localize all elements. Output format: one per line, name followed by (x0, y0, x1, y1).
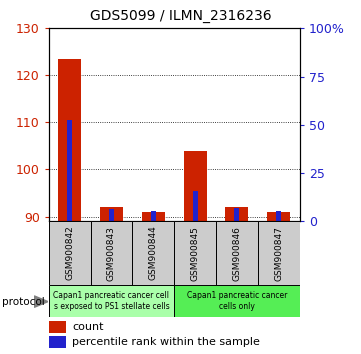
Bar (234, 208, 239, 221)
Text: Capan1 pancreatic cancer
cells only: Capan1 pancreatic cancer cells only (187, 291, 287, 310)
Bar (49, 221, 91, 285)
Text: GSM900845: GSM900845 (191, 225, 200, 281)
Bar (225, 207, 248, 221)
Bar (58, 59, 81, 221)
Bar (49, 336, 66, 348)
Bar (142, 212, 165, 221)
Text: GSM900846: GSM900846 (232, 225, 242, 281)
Bar (184, 151, 206, 221)
Text: protocol: protocol (2, 297, 44, 307)
Text: Capan1 pancreatic cancer cell
s exposed to PS1 stellate cells: Capan1 pancreatic cancer cell s exposed … (53, 291, 169, 310)
Text: GSM900843: GSM900843 (107, 225, 116, 281)
Text: GSM900847: GSM900847 (274, 225, 283, 281)
Bar (276, 211, 281, 221)
Bar (67, 120, 72, 221)
Text: GSM900844: GSM900844 (149, 226, 158, 280)
Polygon shape (34, 296, 48, 307)
Text: GSM900842: GSM900842 (65, 226, 74, 280)
Bar (174, 285, 300, 317)
Bar (100, 207, 123, 221)
Bar (132, 221, 174, 285)
Bar (216, 221, 258, 285)
Bar (258, 221, 300, 285)
Bar (91, 221, 132, 285)
Text: percentile rank within the sample: percentile rank within the sample (73, 337, 260, 347)
Bar (49, 321, 66, 333)
Bar (49, 285, 174, 317)
Bar (109, 210, 114, 221)
Bar (174, 221, 216, 285)
Bar (151, 211, 156, 221)
Bar (192, 191, 197, 221)
Text: GDS5099 / ILMN_2316236: GDS5099 / ILMN_2316236 (90, 9, 271, 23)
Bar (267, 212, 290, 221)
Text: count: count (73, 322, 104, 332)
